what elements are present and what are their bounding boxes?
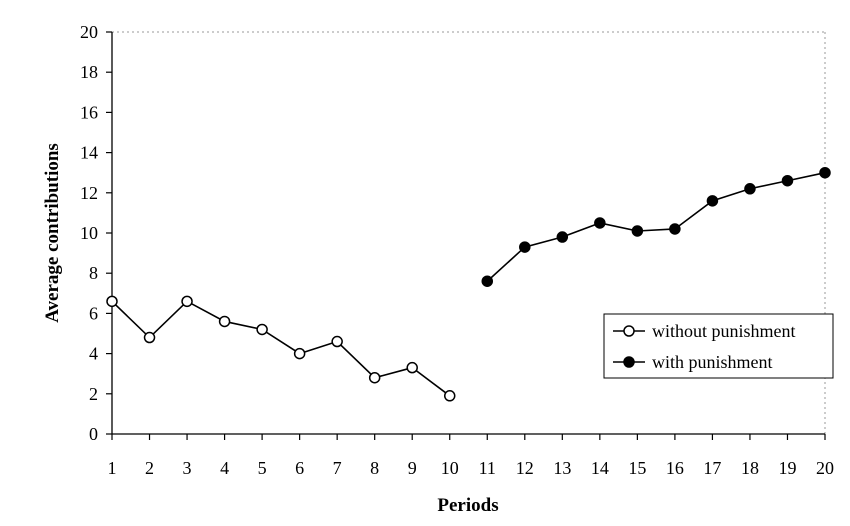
legend-box [603,313,834,379]
x-tick-label: 11 [479,458,496,478]
data-point-with-punishment [669,223,681,235]
y-tick-label: 10 [80,223,98,243]
x-tick-label: 8 [370,458,379,478]
x-tick-label: 14 [591,458,609,478]
series-group [106,166,831,402]
data-point-without-punishment [293,347,306,360]
x-tick-label: 1 [108,458,117,478]
data-point-without-punishment [106,295,118,308]
x-tick-label: 13 [553,458,571,478]
x-tick-label: 15 [628,458,646,478]
data-point-with-punishment [781,174,794,187]
legend-label-with-punishment: with punishment [652,352,773,372]
data-point-without-punishment [256,323,268,336]
data-point-with-punishment [706,195,719,207]
data-point-without-punishment [143,331,156,344]
y-tick-label: 12 [80,183,98,203]
y-tick-label: 8 [89,263,98,283]
x-tick-label: 20 [816,458,834,478]
x-tick-label: 5 [258,458,267,478]
legend-marker-without-punishment [623,325,635,337]
y-tick-label: 6 [89,303,98,323]
data-point-with-punishment [819,166,831,179]
x-tick-label: 9 [408,458,417,478]
x-tick-label: 16 [666,458,684,478]
y-tick-label: 2 [89,384,98,404]
y-axis: 0 2 4 6 8 10 12 14 16 18 20 [80,22,113,444]
x-axis: 1 2 3 4 5 6 7 8 9 10 11 12 13 14 15 16 17 18 19 20 [108,433,834,478]
y-tick-label: 16 [80,102,98,122]
data-point-without-punishment [218,315,231,328]
data-point-without-punishment [331,335,343,348]
x-tick-label: 12 [516,458,534,478]
data-point-with-punishment [556,231,569,243]
x-tick-label: 10 [441,458,459,478]
legend-marker-with-punishment [623,356,635,368]
x-tick-label: 2 [145,458,154,478]
legend: without punishment with punishment [603,313,834,379]
data-point-without-punishment [368,371,381,384]
x-tick-label: 6 [295,458,304,478]
y-tick-label: 14 [80,143,98,163]
data-point-without-punishment [406,361,418,374]
data-point-with-punishment [631,225,644,237]
data-point-with-punishment [481,275,494,287]
x-tick-label: 3 [183,458,192,478]
x-tick-label: 7 [333,458,342,478]
x-tick-label: 19 [778,458,796,478]
data-point-without-punishment [181,295,193,308]
y-tick-label: 0 [89,424,98,444]
y-tick-label: 18 [80,62,98,82]
data-point-with-punishment [744,183,756,195]
data-point-without-punishment [443,390,456,402]
y-tick-label: 20 [80,22,98,42]
data-point-with-punishment [594,217,606,229]
series-line-without-punishment [111,300,451,397]
x-tick-label: 4 [220,458,229,478]
legend-label-without-punishment: without punishment [652,321,796,341]
x-axis-title: Periods [437,495,498,516]
data-point-with-punishment [519,241,531,253]
x-tick-label: 17 [703,458,721,478]
series-line-with-punishment [486,171,826,282]
y-tick-label: 4 [89,344,98,364]
y-axis-title: Average contributions [42,143,63,323]
x-tick-label: 18 [741,458,759,478]
